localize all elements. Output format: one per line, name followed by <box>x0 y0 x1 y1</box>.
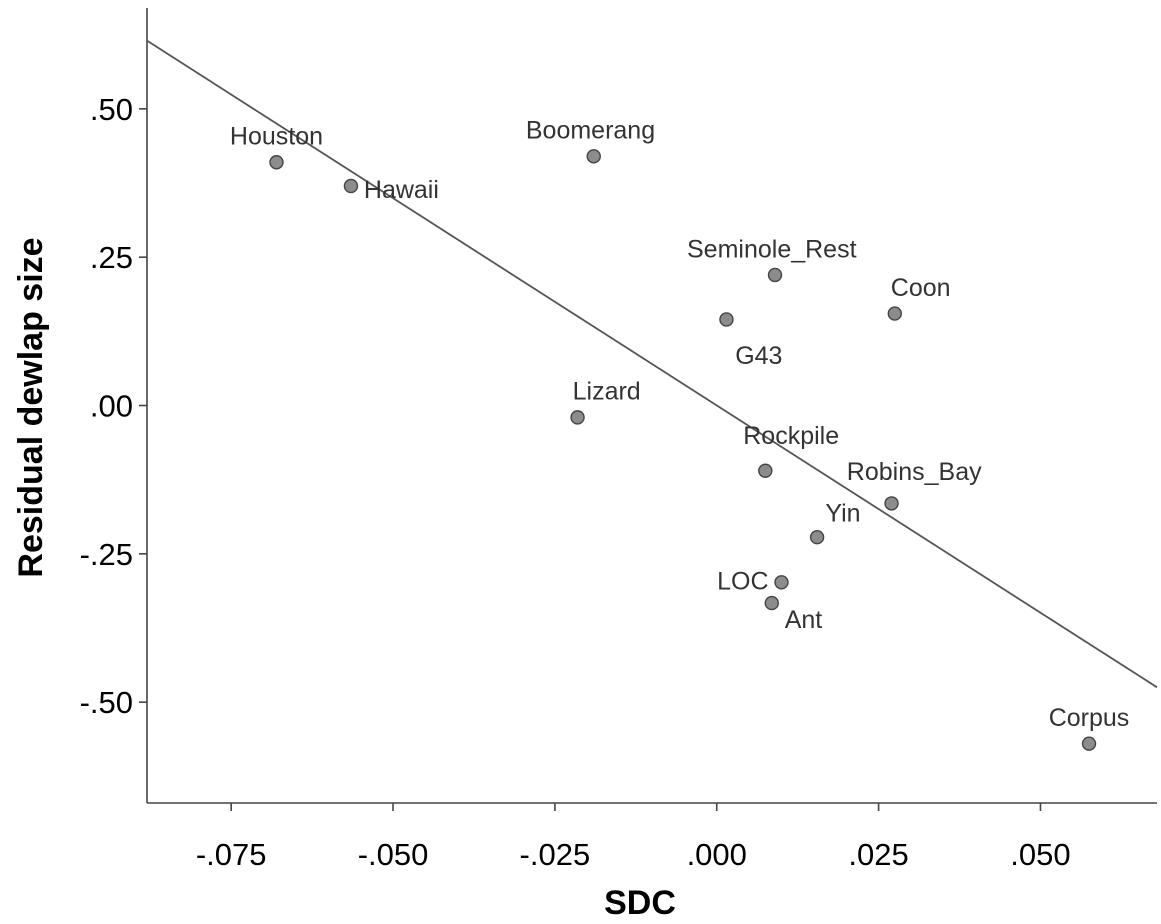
point-boomerang <box>586 149 601 164</box>
point-label-houston: Houston <box>230 123 323 151</box>
point-lizard <box>570 410 585 425</box>
x-tick-label: .025 <box>848 837 908 872</box>
point-label-seminole-rest: Seminole_Rest <box>687 235 857 263</box>
x-tick-label: .000 <box>687 837 747 872</box>
fit-line <box>146 39 1158 689</box>
point-label-robins-bay: Robins_Bay <box>847 458 982 486</box>
point-label-hawaii: Hawaii <box>364 176 439 204</box>
x-tick-label: -.025 <box>520 837 591 872</box>
point-label-g43: G43 <box>735 342 782 370</box>
point-label-yin: Yin <box>825 499 860 527</box>
y-tick-label: .50 <box>90 92 133 127</box>
point-label-lizard: Lizard <box>573 378 641 406</box>
y-tick-label: .00 <box>90 389 133 424</box>
y-axis-title: Residual dewlap size <box>12 237 50 577</box>
points-group: Houston Hawaii Boomerang Seminole_Rest Coon G… <box>230 117 1129 751</box>
point-corpus <box>1081 736 1097 751</box>
x-tick-label: -.075 <box>196 837 267 872</box>
x-tick-label: .050 <box>1010 837 1070 872</box>
point-label-boomerang: Boomerang <box>526 117 655 145</box>
x-axis-title: SDC <box>604 884 676 922</box>
x-tick-label: -.050 <box>358 837 429 872</box>
y-tick-label: -.25 <box>80 537 133 572</box>
point-label-loc: LOC <box>717 568 768 596</box>
point-loc <box>774 575 789 590</box>
point-label-rockpile: Rockpile <box>743 422 839 450</box>
point-coon <box>887 306 902 321</box>
y-tick-label: .25 <box>90 240 133 275</box>
point-seminole-rest <box>767 267 783 283</box>
point-label-corpus: Corpus <box>1049 704 1130 732</box>
tick-group: .50 .25 .00 -.25 -.50 -.075 -.050 -.025 .000 .025… <box>80 92 1071 872</box>
point-label-coon: Coon <box>891 274 951 302</box>
point-robins-bay <box>884 496 899 511</box>
point-label-ant: Ant <box>785 606 823 634</box>
point-ant <box>764 595 779 611</box>
point-rockpile <box>758 463 773 478</box>
point-houston <box>269 155 284 170</box>
point-g43 <box>719 312 734 327</box>
y-tick-label: -.50 <box>80 685 133 720</box>
point-yin <box>809 530 825 545</box>
point-hawaii <box>343 178 359 194</box>
